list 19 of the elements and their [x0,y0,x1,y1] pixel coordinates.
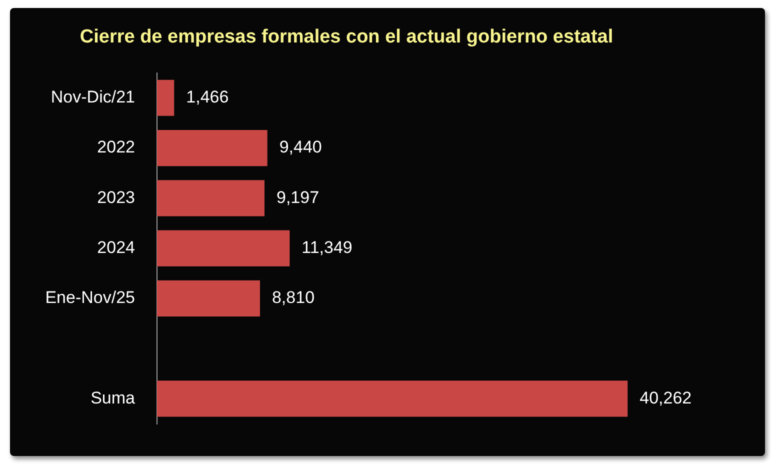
bar [157,80,174,116]
y-tick-label: Suma [90,388,136,408]
bar [157,380,628,417]
data-label: 9,440 [279,138,322,157]
bar [157,180,265,216]
chart-title: Cierre de empresas formales con el actual gobierno estatal [80,26,614,48]
bar [157,230,290,266]
data-label: 11,349 [302,238,352,257]
y-tick-label: 2022 [97,138,135,157]
bar [157,280,260,316]
data-label: 40,262 [640,388,692,408]
bar [157,130,268,166]
data-label: 1,466 [186,88,229,107]
y-tick-label: Ene-Nov/25 [45,288,135,308]
y-tick-label: 2024 [97,238,135,257]
y-tick-label: Nov-Dic/21 [50,88,135,107]
y-tick-label: 2023 [97,188,135,207]
data-label: 9,197 [276,188,320,207]
data-label: 8,810 [272,288,315,308]
